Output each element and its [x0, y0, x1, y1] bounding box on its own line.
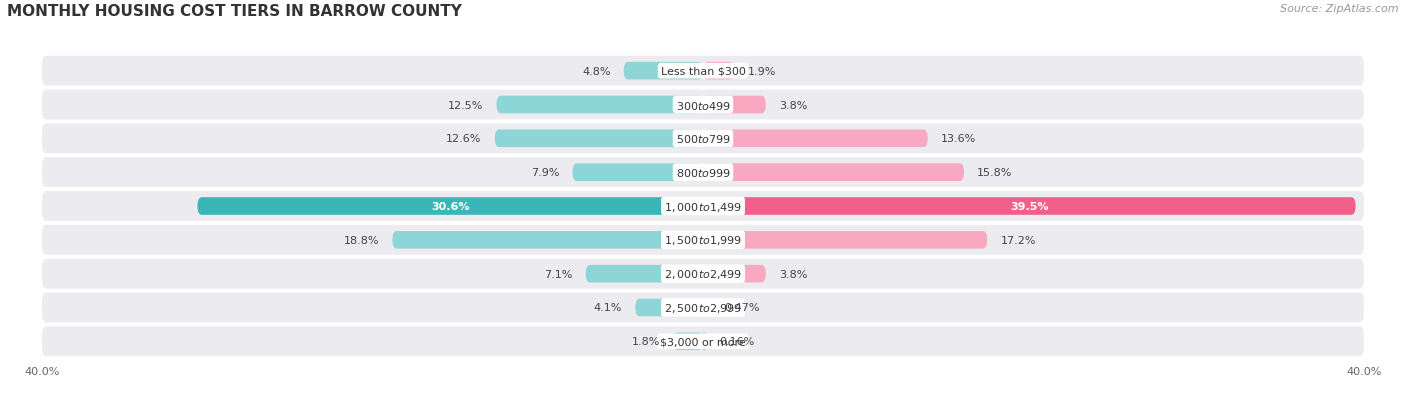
FancyBboxPatch shape	[703, 130, 928, 148]
Text: $1,500 to $1,999: $1,500 to $1,999	[664, 234, 742, 247]
Text: 12.6%: 12.6%	[446, 134, 482, 144]
Text: 17.2%: 17.2%	[1001, 235, 1036, 245]
Text: 4.8%: 4.8%	[582, 66, 610, 76]
Text: 30.6%: 30.6%	[432, 202, 470, 211]
FancyBboxPatch shape	[702, 333, 707, 350]
FancyBboxPatch shape	[703, 231, 987, 249]
Text: 39.5%: 39.5%	[1010, 202, 1049, 211]
Text: $1,000 to $1,499: $1,000 to $1,499	[664, 200, 742, 213]
Text: 7.9%: 7.9%	[531, 168, 560, 178]
FancyBboxPatch shape	[42, 259, 1364, 289]
Text: 4.1%: 4.1%	[593, 303, 621, 313]
Text: $2,000 to $2,499: $2,000 to $2,499	[664, 268, 742, 280]
FancyBboxPatch shape	[495, 130, 703, 148]
Text: $500 to $799: $500 to $799	[675, 133, 731, 145]
Text: Less than $300: Less than $300	[661, 66, 745, 76]
Text: 1.8%: 1.8%	[631, 337, 659, 347]
Text: 7.1%: 7.1%	[544, 269, 572, 279]
FancyBboxPatch shape	[42, 90, 1364, 120]
Text: $800 to $999: $800 to $999	[675, 167, 731, 179]
FancyBboxPatch shape	[197, 198, 703, 215]
FancyBboxPatch shape	[42, 327, 1364, 356]
Text: 3.8%: 3.8%	[779, 269, 807, 279]
FancyBboxPatch shape	[703, 63, 734, 80]
FancyBboxPatch shape	[42, 158, 1364, 188]
Text: 1.9%: 1.9%	[748, 66, 776, 76]
FancyBboxPatch shape	[42, 124, 1364, 154]
FancyBboxPatch shape	[624, 63, 703, 80]
Text: 12.5%: 12.5%	[449, 100, 484, 110]
FancyBboxPatch shape	[42, 293, 1364, 323]
Text: MONTHLY HOUSING COST TIERS IN BARROW COUNTY: MONTHLY HOUSING COST TIERS IN BARROW COU…	[7, 4, 463, 19]
Text: 18.8%: 18.8%	[343, 235, 380, 245]
Text: $300 to $499: $300 to $499	[675, 99, 731, 111]
Text: 13.6%: 13.6%	[941, 134, 976, 144]
FancyBboxPatch shape	[586, 265, 703, 283]
Text: $3,000 or more: $3,000 or more	[661, 337, 745, 347]
Text: 0.16%: 0.16%	[718, 337, 754, 347]
FancyBboxPatch shape	[703, 299, 711, 316]
FancyBboxPatch shape	[636, 299, 703, 316]
Text: 15.8%: 15.8%	[977, 168, 1012, 178]
FancyBboxPatch shape	[703, 97, 766, 114]
FancyBboxPatch shape	[572, 164, 703, 182]
FancyBboxPatch shape	[703, 265, 766, 283]
FancyBboxPatch shape	[673, 333, 703, 350]
Text: Source: ZipAtlas.com: Source: ZipAtlas.com	[1281, 4, 1399, 14]
FancyBboxPatch shape	[703, 164, 965, 182]
FancyBboxPatch shape	[42, 225, 1364, 255]
Text: $2,500 to $2,999: $2,500 to $2,999	[664, 301, 742, 314]
Text: 3.8%: 3.8%	[779, 100, 807, 110]
FancyBboxPatch shape	[496, 97, 703, 114]
Text: 0.47%: 0.47%	[724, 303, 759, 313]
FancyBboxPatch shape	[42, 57, 1364, 86]
FancyBboxPatch shape	[42, 192, 1364, 221]
FancyBboxPatch shape	[392, 231, 703, 249]
FancyBboxPatch shape	[703, 198, 1355, 215]
